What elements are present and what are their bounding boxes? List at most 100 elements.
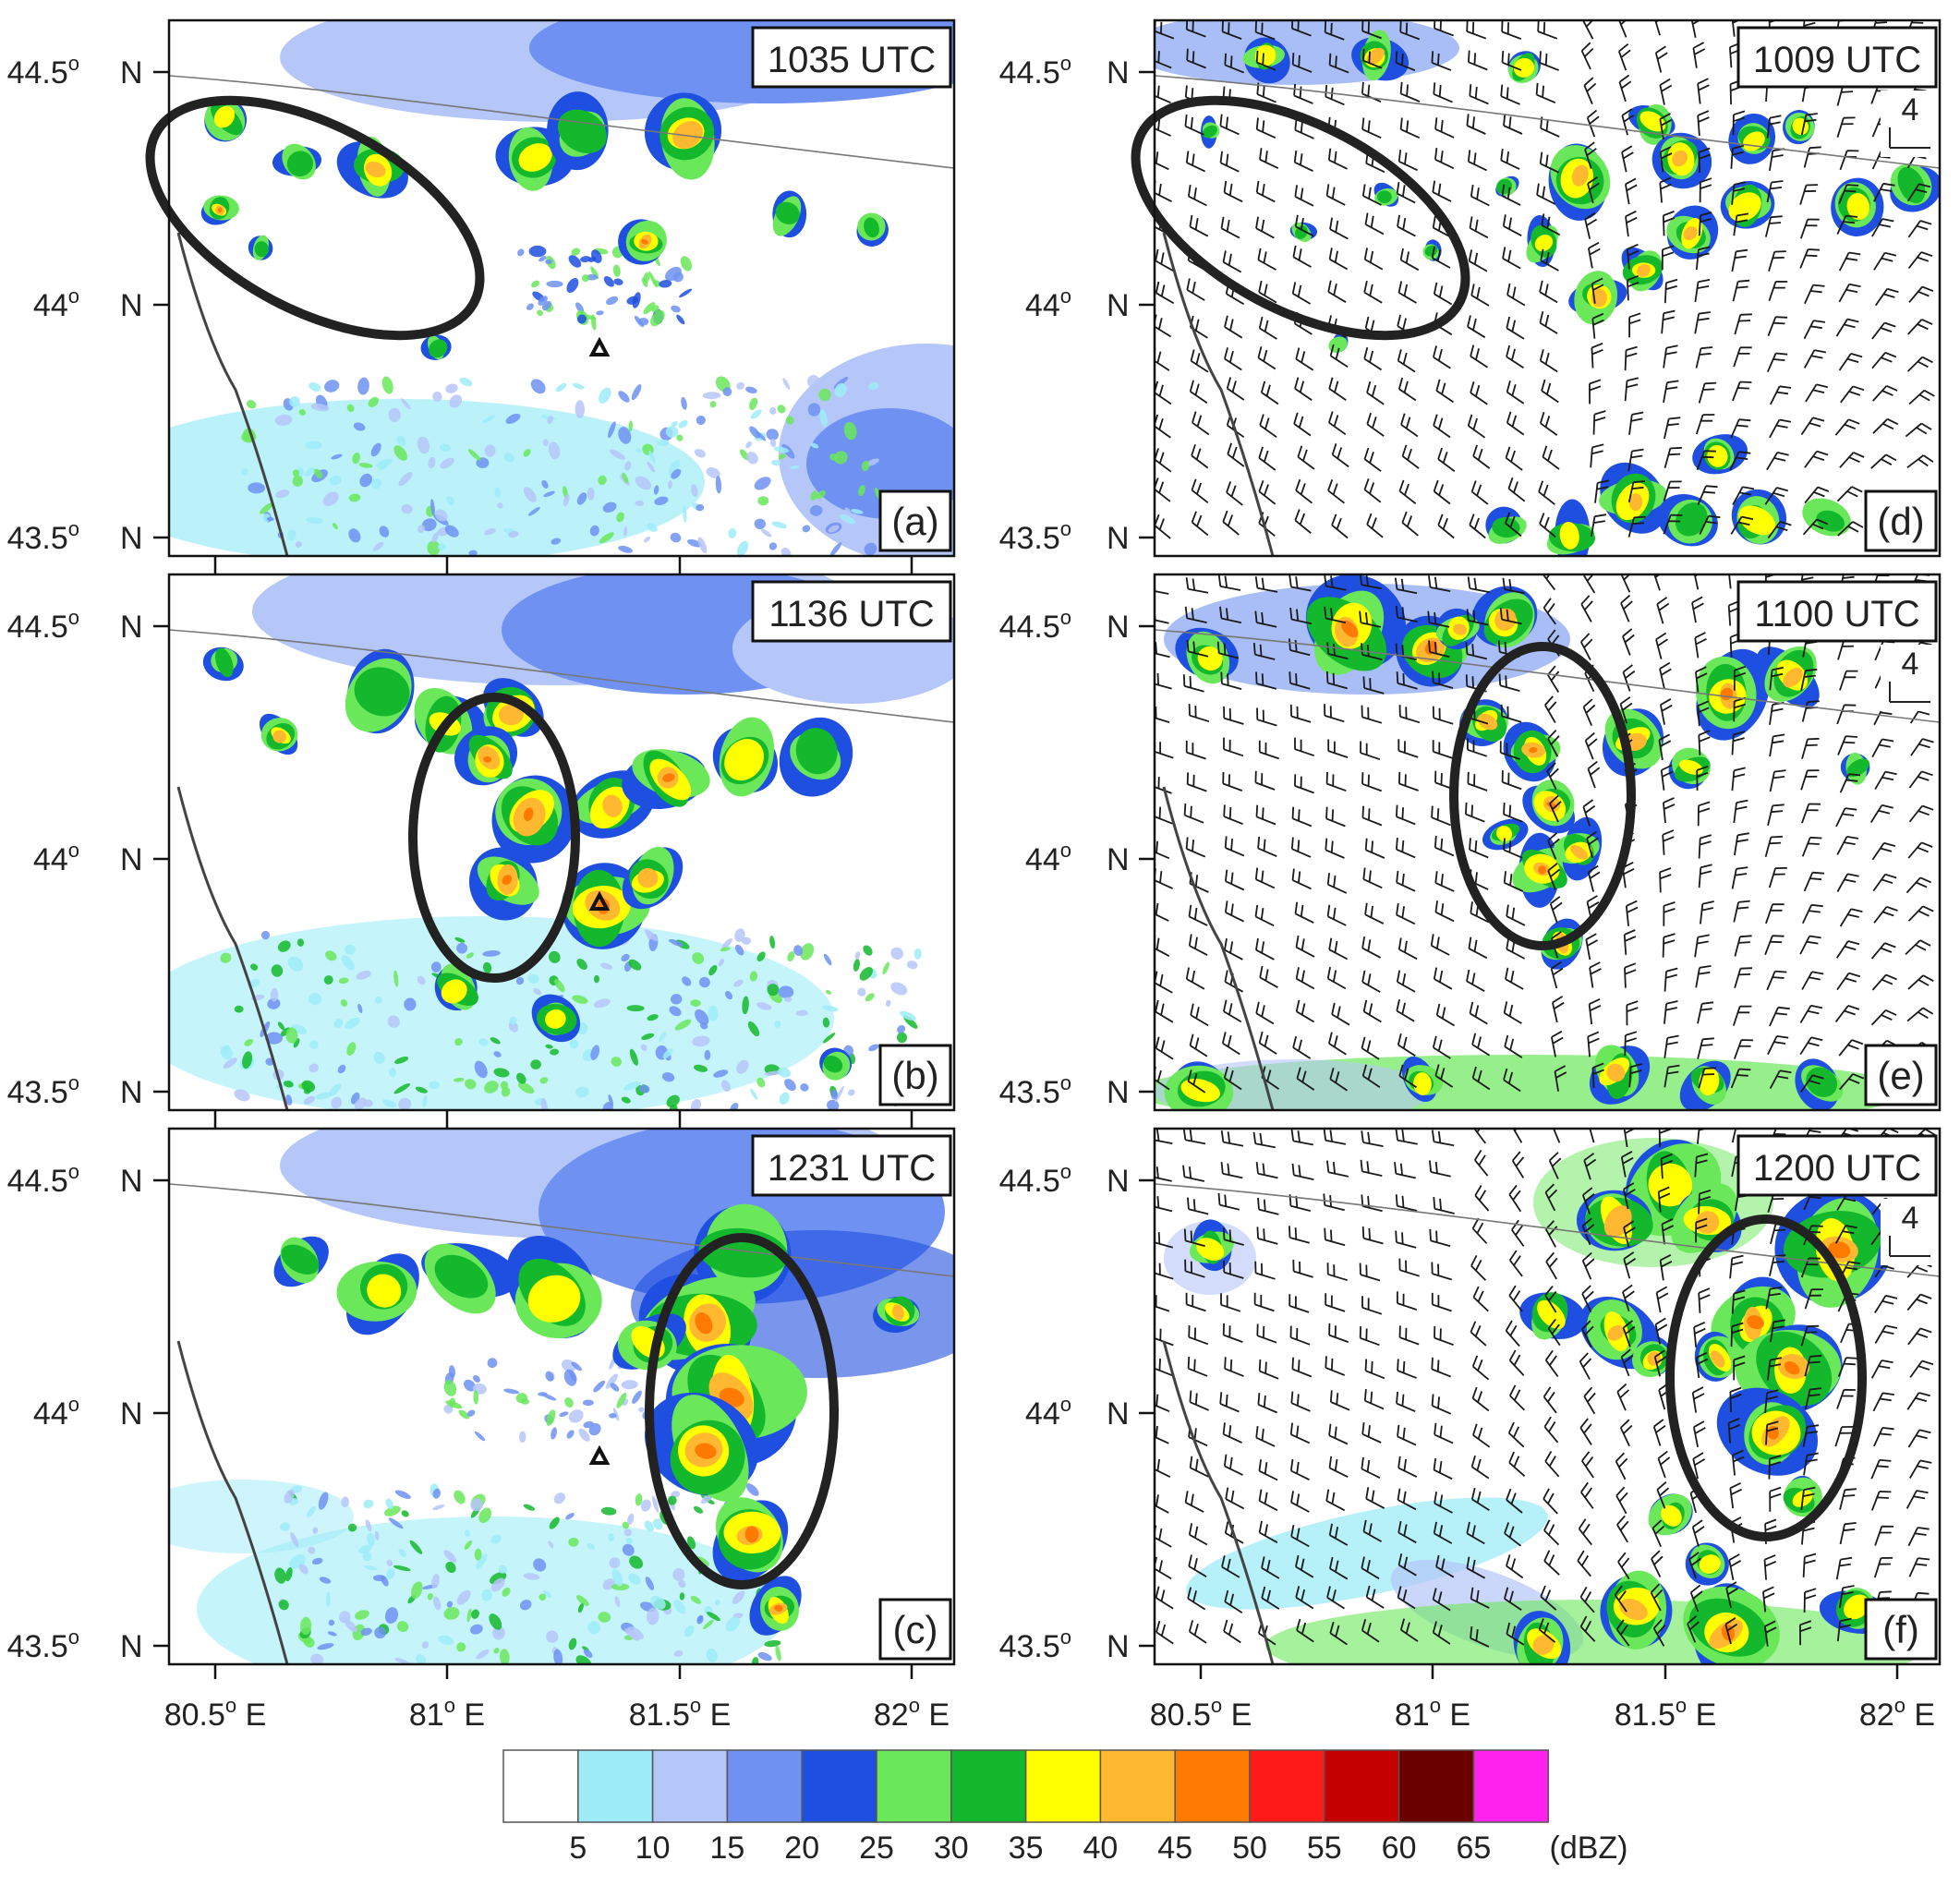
echo-cell [554, 979, 565, 993]
wind-barb [1623, 1220, 1636, 1248]
echo-cell [340, 998, 348, 1007]
echo-cell [431, 532, 440, 543]
wind-barb [1693, 1420, 1706, 1447]
wind-barb [1362, 999, 1382, 1023]
wind-barb [1627, 243, 1639, 270]
echo-cell [368, 396, 380, 407]
echo-cell [882, 961, 889, 975]
echo-cell [647, 461, 656, 473]
wind-barb [1547, 665, 1560, 693]
wind-barb [1289, 704, 1312, 723]
echo-cell [528, 245, 547, 258]
lat-unit-label: N [120, 610, 143, 645]
wind-barb [1396, 1391, 1416, 1413]
echo-cell [587, 1621, 600, 1635]
wind-barb [1294, 509, 1312, 534]
wind-barb [1155, 1263, 1174, 1280]
wind-barb [1655, 1286, 1669, 1313]
echo-cell [367, 1532, 375, 1547]
lat-labels-right: 44.5o N 44o N 43.5o N 44.5o N 44o N 43.5… [999, 52, 1130, 1664]
wind-barb [1296, 1067, 1315, 1091]
wind-barb [1399, 117, 1421, 139]
echo-cell [329, 475, 342, 486]
echo-cell [643, 302, 656, 315]
wind-barb [1657, 1450, 1671, 1479]
echo-cell [818, 388, 831, 402]
echo-cell [358, 463, 373, 468]
echo-cell [456, 942, 468, 954]
lon-tick-label: 81.5o E [629, 1694, 732, 1733]
echo-cell [650, 1595, 666, 1610]
wind-barb [1727, 1418, 1741, 1444]
wind-barb [1542, 574, 1556, 591]
wind-barb [1767, 316, 1788, 337]
wind-barb [1398, 1064, 1418, 1089]
echo-cell [401, 1510, 409, 1517]
echo-cell [638, 317, 649, 326]
lat-tick-label: 44o [33, 839, 79, 877]
echo-cell [484, 444, 496, 457]
wind-barb [1698, 1190, 1712, 1214]
wind-barb [1155, 804, 1173, 825]
echo-cell [345, 944, 356, 955]
echo-cell [913, 948, 922, 960]
echo-cell [309, 993, 321, 1006]
wind-barb [1764, 487, 1789, 505]
echo-cell [693, 1064, 708, 1072]
wind-barb [1325, 671, 1348, 690]
lon-tick-label: 81o E [409, 1694, 485, 1733]
wind-barb [1363, 248, 1384, 271]
wind-barb [1508, 1184, 1522, 1213]
lat-tick-label: 44.5o [999, 52, 1071, 91]
wind-barb [1290, 1491, 1310, 1513]
wind-barb [1217, 574, 1241, 591]
echo-cell [648, 450, 656, 465]
wind-barb [1766, 1357, 1783, 1381]
echo-cell [434, 1254, 489, 1299]
echo-cell [421, 518, 437, 532]
echo-cell [1619, 1598, 1648, 1621]
wind-barb [1543, 1519, 1560, 1546]
wind-barb [1256, 1323, 1277, 1344]
wind-barb [1183, 1228, 1205, 1248]
wind-barb [1873, 182, 1895, 202]
wind-barb [1615, 1619, 1630, 1647]
echo-cell [769, 438, 777, 448]
wind-barb [1470, 284, 1490, 307]
wind-barb [1366, 381, 1385, 405]
echo-cell [449, 394, 463, 408]
colorbar-cell [950, 1749, 1027, 1823]
echo-cell [787, 951, 795, 962]
wind-barb [1432, 706, 1454, 725]
echo-cell [779, 1092, 790, 1105]
echo-cell [363, 1499, 374, 1509]
wind-barb [1257, 836, 1277, 858]
wind-barb [1800, 1324, 1820, 1347]
wind-barb [1290, 1525, 1310, 1548]
wind-barb [1800, 1257, 1821, 1278]
echo-cell [303, 1637, 315, 1648]
wind-barb [1664, 278, 1678, 304]
wind-barb [1835, 807, 1857, 828]
wind-barb [1325, 184, 1346, 206]
echo-cell [454, 1077, 465, 1082]
wind-barb [1292, 245, 1312, 268]
wind-barb [1700, 900, 1714, 924]
wind-barb [1397, 214, 1416, 237]
wind-barb [1505, 446, 1523, 471]
wind-barb [1579, 1615, 1596, 1642]
wind-barb [1398, 1258, 1420, 1277]
wind-barb [1873, 905, 1898, 924]
echo-cell [296, 466, 304, 478]
wind-barb [1620, 574, 1631, 593]
wind-barb [1470, 1321, 1487, 1347]
echo-cell [324, 380, 340, 393]
echo-cell [778, 453, 786, 460]
wind-barb [1469, 84, 1489, 105]
echo-cell [662, 773, 675, 782]
lon-tick-label: 81o E [1395, 1694, 1470, 1733]
wind-barb [1219, 1392, 1240, 1413]
echo-cell [635, 476, 652, 490]
wind-barb [1907, 251, 1933, 269]
